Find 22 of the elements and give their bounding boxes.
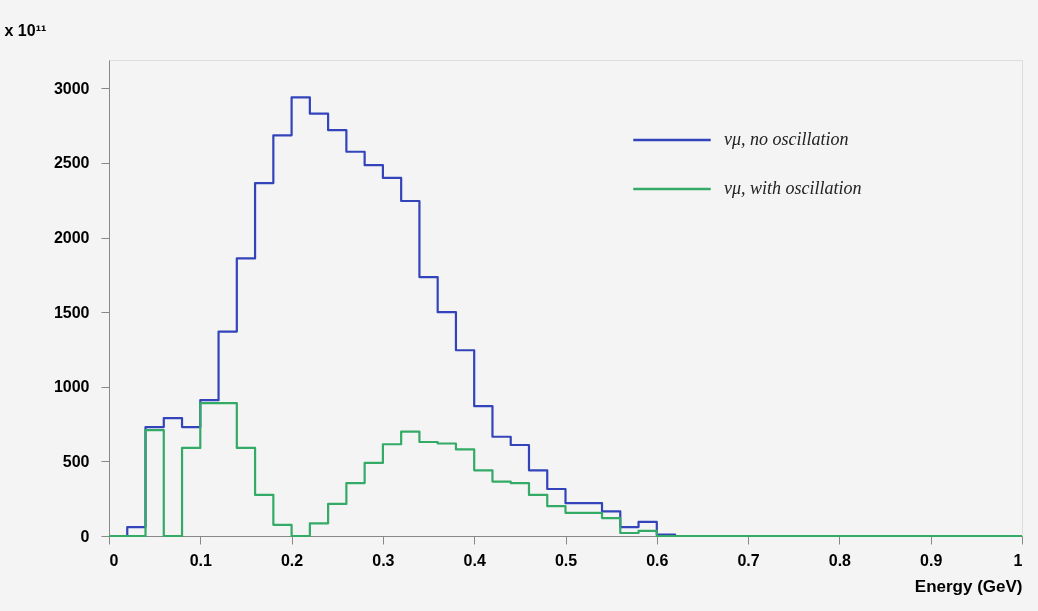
legend-label: νμ, with oscillation [724,178,862,198]
x-tick-label: 0.7 [737,551,760,569]
y-axis-title: x 10¹¹ [4,21,47,39]
y-tick-label: 500 [62,452,90,470]
x-tick-label: 0.6 [646,551,669,569]
x-tick-label: 0.8 [828,551,852,569]
y-tick-label: 2500 [53,154,90,172]
x-tick-label: 0.4 [463,551,486,569]
x-tick-label: 0.2 [280,551,304,569]
y-tick-label: 3000 [53,79,90,97]
x-tick-label: 1 [1013,551,1023,569]
legend-label: νμ, no oscillation [724,129,849,149]
x-tick-label: 0.3 [372,551,395,569]
x-tick-label: 0.1 [189,551,213,569]
x-tick-label: 0.9 [920,551,943,569]
y-tick-label: 1000 [53,378,90,396]
y-tick-label: 1500 [53,303,90,321]
x-tick-label: 0.5 [554,551,578,569]
x-tick-label: 0 [109,551,119,569]
x-axis-title: Energy (GeV) [914,576,1023,596]
y-tick-label: 0 [80,527,90,545]
y-tick-label: 2000 [53,229,90,247]
